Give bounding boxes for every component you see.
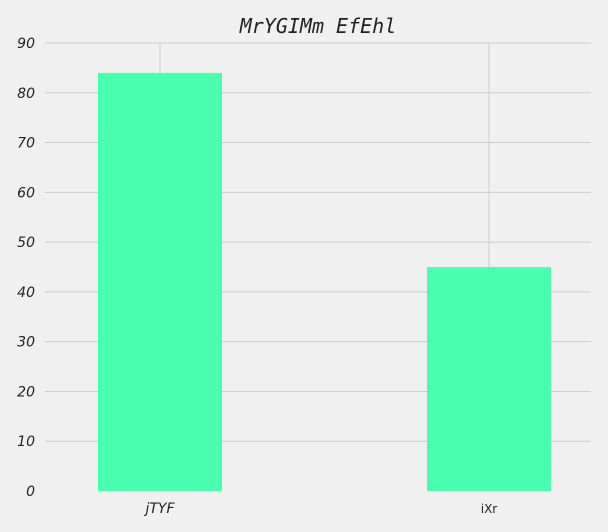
y-tick-label: 60 xyxy=(17,185,35,201)
x-tick-label: jTYF xyxy=(143,501,175,517)
y-tick-label: 70 xyxy=(17,136,35,152)
bar-iXr xyxy=(427,267,551,491)
x-tick-label: iXr xyxy=(481,502,498,516)
y-tick-label: 50 xyxy=(17,235,35,251)
x-axis-tick-labels: jTYF iXr xyxy=(143,501,497,517)
y-axis-tick-labels: 0 10 20 30 40 50 60 70 80 90 xyxy=(17,36,35,500)
bars xyxy=(98,72,551,491)
y-tick-label: 80 xyxy=(17,86,35,102)
y-tick-label: 40 xyxy=(17,285,35,301)
y-tick-label: 90 xyxy=(17,36,35,52)
bar-jTYF xyxy=(98,72,222,491)
y-tick-label: 10 xyxy=(17,434,35,450)
chart-title: MrYGIMm EfEhl xyxy=(239,14,397,38)
y-tick-label: 20 xyxy=(17,384,35,400)
y-tick-label: 30 xyxy=(17,335,35,351)
y-tick-label: 0 xyxy=(26,484,35,500)
